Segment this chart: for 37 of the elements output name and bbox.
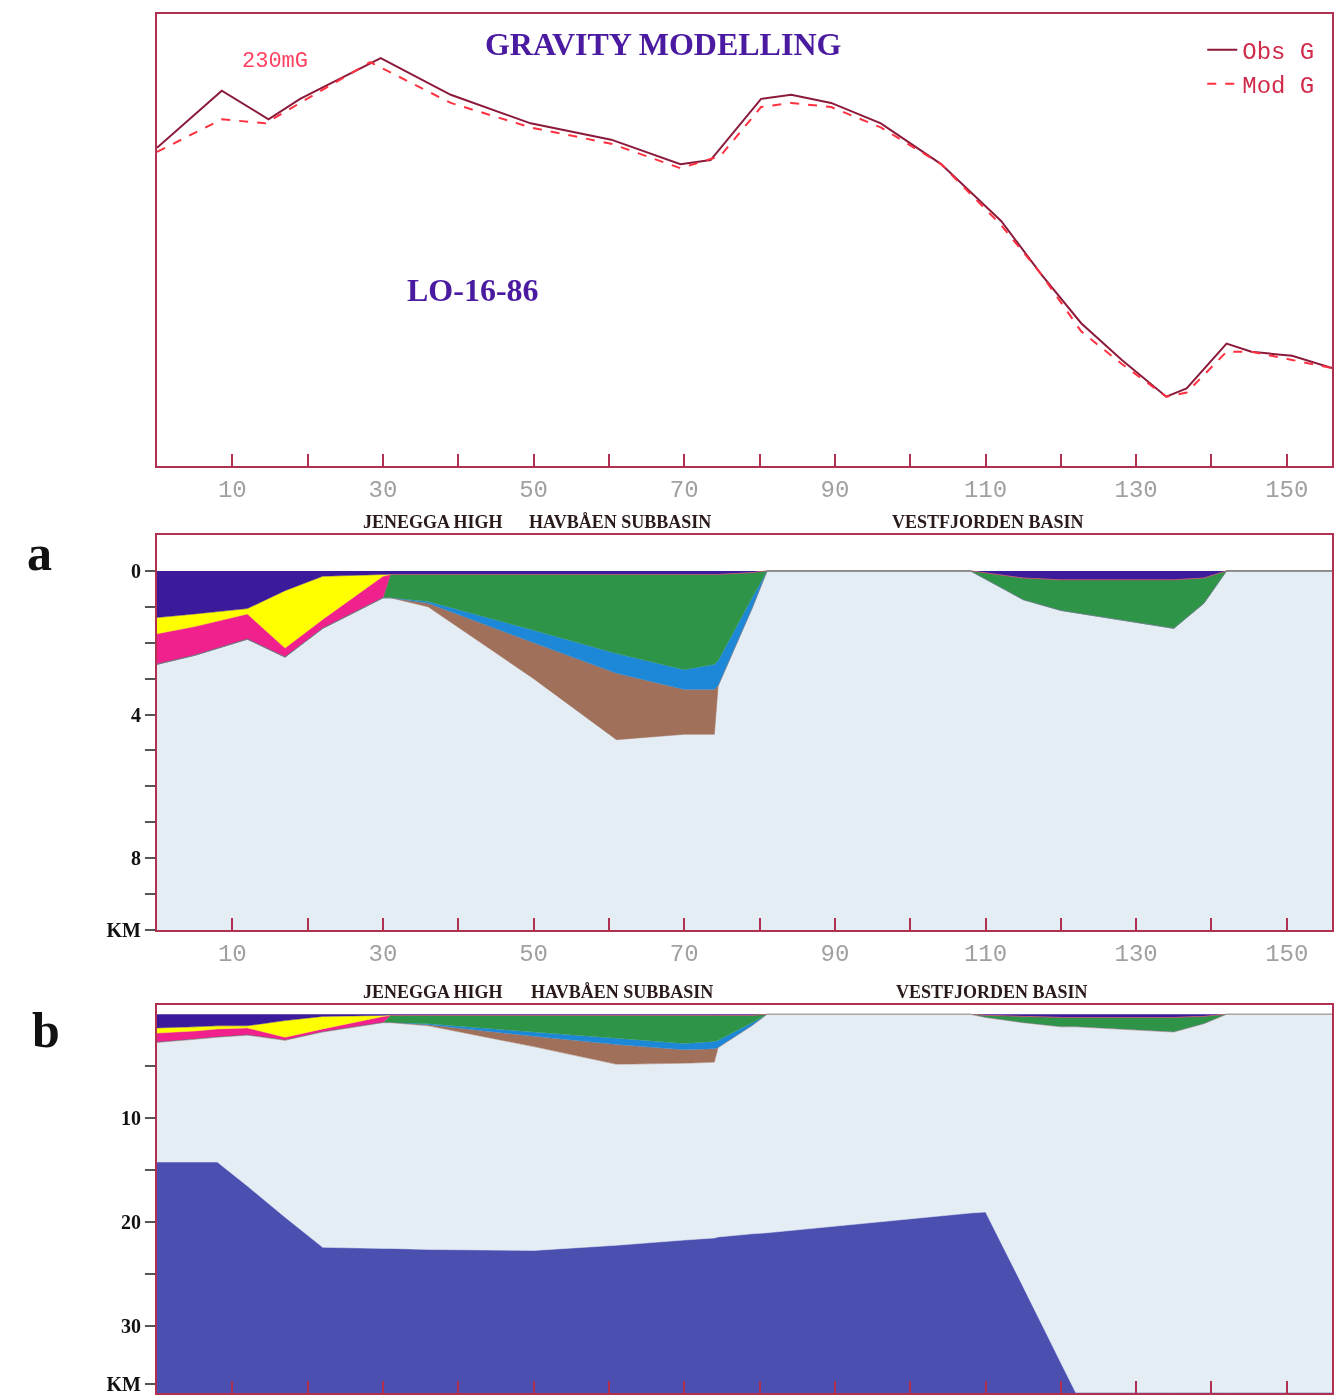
text: VESTFJORDEN BASIN xyxy=(892,512,1084,532)
x-tick-label: 70 xyxy=(669,476,699,504)
x-tick-label: 90 xyxy=(820,476,850,504)
x-tick-label: 30 xyxy=(368,940,398,968)
x-tick-label: 10 xyxy=(217,940,247,968)
text: JENEGGA HIGH xyxy=(363,512,503,532)
x-tick-label: 150 xyxy=(1265,940,1309,968)
y-tick-label: KM xyxy=(106,1372,142,1395)
y-tick-label: 0 xyxy=(131,559,141,582)
text: b xyxy=(32,1002,60,1058)
x-tick-label: 130 xyxy=(1114,476,1158,504)
y-tick-label: 8 xyxy=(131,847,141,870)
x-tick-label: 50 xyxy=(519,476,549,504)
x-tick-label: 150 xyxy=(1265,476,1309,504)
y-tick-label: 20 xyxy=(121,1211,141,1234)
x-tick-label: 10 xyxy=(217,476,247,504)
chart-title: GRAVITY MODELLING xyxy=(484,26,842,63)
legend-label: Obs G xyxy=(1242,39,1315,67)
x-tick-label: 50 xyxy=(519,940,549,968)
x-tick-label: 110 xyxy=(963,940,1008,968)
text: VESTFJORDEN BASIN xyxy=(896,982,1088,1002)
x-tick-label: 30 xyxy=(368,476,398,504)
text: JENEGGA HIGH xyxy=(363,982,503,1002)
annotation: 230mG xyxy=(242,49,309,74)
annotation: LO-16-86 xyxy=(407,272,539,308)
text: a xyxy=(27,525,52,581)
x-tick-label: 90 xyxy=(820,940,850,968)
y-tick-label: 4 xyxy=(131,703,141,726)
x-tick-label: 130 xyxy=(1114,940,1158,968)
x-tick-label: 70 xyxy=(669,940,699,968)
y-tick-label: 10 xyxy=(121,1107,141,1130)
legend-label: Mod G xyxy=(1242,73,1315,101)
y-tick-label: 30 xyxy=(121,1315,141,1338)
text: HAVBÅEN SUBBASIN xyxy=(529,512,712,532)
text: HAVBÅEN SUBBASIN xyxy=(531,982,714,1002)
x-tick-label: 110 xyxy=(963,476,1008,504)
y-tick-label: KM xyxy=(106,919,142,941)
